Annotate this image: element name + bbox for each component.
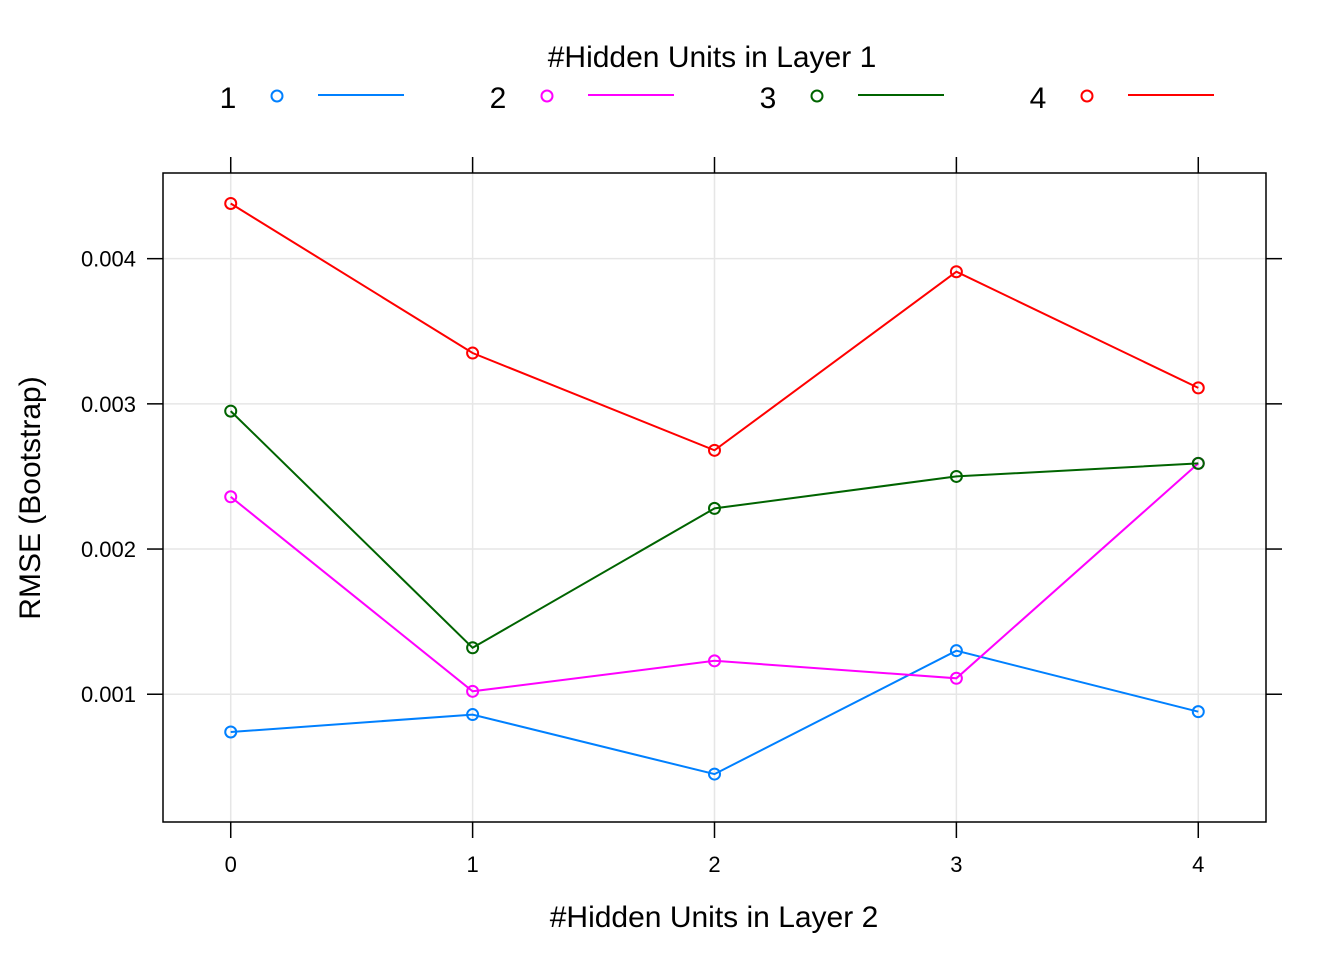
data-point (949, 265, 963, 279)
data-point (466, 684, 480, 698)
legend-label: 3 (760, 82, 777, 115)
data-point (949, 644, 963, 658)
y-tick-label: 0.004 (81, 247, 136, 272)
legend-marker (540, 89, 554, 103)
series-4 (224, 196, 1205, 457)
legend: 1 2 3 4 (220, 82, 1214, 115)
data-point (224, 490, 238, 504)
data-point (466, 346, 480, 360)
data-point (1191, 705, 1205, 719)
data-point (1191, 456, 1205, 470)
series-2 (224, 456, 1205, 698)
legend-title: #Hidden Units in Layer 1 (548, 41, 877, 74)
legend-label: 1 (220, 82, 237, 115)
y-tick-label: 0.001 (81, 682, 136, 707)
series-1 (224, 644, 1205, 781)
data-point (708, 443, 721, 457)
data-point (949, 671, 963, 685)
y-tick-label: 0.002 (81, 537, 136, 562)
data-point (224, 404, 238, 418)
x-tick-label: 0 (225, 852, 237, 877)
data-point (949, 469, 963, 483)
data-point (708, 767, 721, 781)
legend-marker (270, 89, 284, 103)
data-point (224, 196, 238, 210)
series-3 (224, 404, 1205, 655)
data-point (466, 641, 480, 655)
series-layer (224, 196, 1205, 781)
legend-item-2: 2 (490, 82, 674, 115)
data-point (224, 725, 238, 739)
data-point (708, 654, 721, 668)
legend-item-4: 4 (1030, 82, 1214, 115)
axes: 0 1 2 3 4 0.001 0.002 0.003 0.004 (81, 157, 1282, 877)
legend-label: 2 (490, 82, 507, 115)
legend-marker (810, 89, 824, 103)
data-point (1191, 381, 1205, 395)
series-line (230, 462, 1199, 693)
series-line (230, 649, 1199, 776)
legend-item-3: 3 (760, 82, 944, 115)
x-tick-label: 3 (950, 852, 962, 877)
legend-item-1: 1 (220, 82, 404, 115)
data-point (708, 501, 721, 515)
series-line (230, 202, 1199, 452)
x-tick-label: 4 (1192, 852, 1204, 877)
data-point (466, 708, 480, 722)
x-tick-label: 2 (708, 852, 720, 877)
x-tick-label: 1 (466, 852, 478, 877)
legend-marker (1080, 89, 1094, 103)
series-line (230, 410, 1199, 650)
y-axis-title: RMSE (Bootstrap) (14, 376, 47, 619)
y-tick-label: 0.003 (81, 392, 136, 417)
x-axis-title: #Hidden Units in Layer 2 (550, 901, 879, 934)
legend-label: 4 (1030, 82, 1047, 115)
